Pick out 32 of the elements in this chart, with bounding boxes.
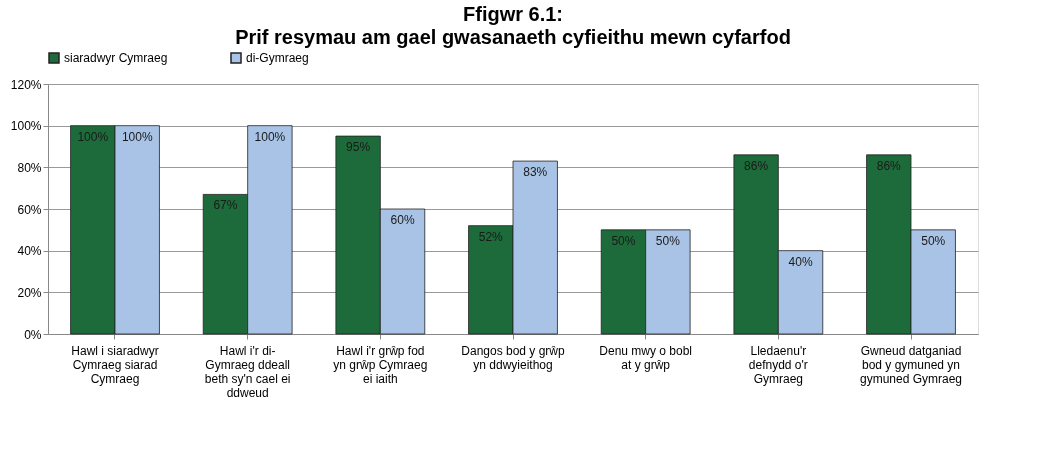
y-tick-label: 120%	[10, 77, 42, 92]
chart-title: Ffigwr 6.1:	[462, 3, 564, 25]
x-tick-label: Denu mwy o bobl at y grŵp	[599, 343, 693, 372]
y-tick-label: 80%	[17, 160, 42, 175]
data-label: 100%	[121, 129, 153, 144]
data-label: 50%	[611, 233, 636, 248]
data-label: 83%	[523, 165, 548, 180]
data-label: 50%	[655, 233, 681, 248]
data-label: 40%	[788, 254, 813, 269]
legend-label: siaradwyr Cymraeg	[64, 51, 168, 65]
x-tick-label: Hawl i'r grŵp fod yn grŵp Cymraeg ei iaith	[333, 343, 428, 386]
y-tick-label: 20%	[17, 285, 42, 300]
data-label: 60%	[390, 213, 415, 227]
x-tick-label: Hawl i'r di-Gymraeg ddeall beth sy'n cael ei ddweud	[204, 343, 291, 400]
data-label: 100%	[77, 129, 109, 144]
x-tick-label: Gwneud datganiad bod y gymuned yn gymuned Gymraeg	[859, 343, 963, 386]
y-tick-label: 60%	[17, 202, 42, 217]
data-label: 67%	[213, 198, 238, 213]
data-label: 50%	[921, 233, 946, 248]
x-tick-label: Dangos bod y grŵp yn ddwyieithog	[461, 343, 566, 372]
x-tick-label: Lledaenu'r defnydd o'r Gymraeg	[748, 343, 808, 386]
y-tick-label: 100%	[10, 119, 42, 134]
y-tick-label: 40%	[17, 244, 42, 259]
x-tick-label: Hawl i siaradwyr Cymraeg siarad Cymraeg	[71, 343, 159, 386]
chart-subtitle: Prif resymau am gael gwasanaeth cyfieithu mewn cyfarfod	[235, 26, 791, 48]
data-label: 100%	[254, 129, 286, 144]
data-label: 86%	[744, 158, 769, 173]
data-label: 86%	[876, 158, 902, 173]
data-label: 52%	[478, 229, 504, 244]
data-label: 95%	[346, 140, 371, 155]
legend-label: di-Gymraeg	[246, 51, 309, 65]
y-tick-label: 0%	[24, 327, 42, 342]
